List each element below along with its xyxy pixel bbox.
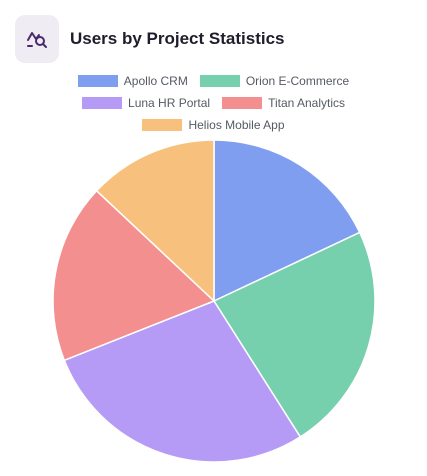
legend-swatch <box>82 97 123 109</box>
chart-header: Users by Project Statistics <box>15 15 284 63</box>
chart-search-icon <box>27 32 47 48</box>
legend-item-helios-mobile-app[interactable]: Helios Mobile App <box>142 118 285 132</box>
legend-swatch <box>222 97 263 109</box>
pie-slice-apollo-crm[interactable] <box>213 139 361 303</box>
pie-slice-luna-hr-portal[interactable] <box>63 300 302 463</box>
legend-label: Titan Analytics <box>268 96 345 110</box>
pie-slice-titan-analytics[interactable] <box>52 189 216 362</box>
legend-item-luna-hr-portal[interactable]: Luna HR Portal <box>82 96 210 110</box>
pie-slice-helios-mobile-app[interactable] <box>95 139 215 303</box>
legend-row: Luna HR Portal Titan Analytics <box>0 92 427 114</box>
legend-item-apollo-crm[interactable]: Apollo CRM <box>77 74 188 88</box>
legend-label: Orion E-Commerce <box>245 74 350 88</box>
legend-item-orion-e-commerce[interactable]: Orion E-Commerce <box>199 74 350 88</box>
legend-label: Apollo CRM <box>123 74 188 88</box>
chart-legend: Apollo CRM Orion E-Commerce Luna HR Port… <box>0 70 427 136</box>
legend-label: Luna HR Portal <box>128 96 211 110</box>
legend-item-titan-analytics[interactable]: Titan Analytics <box>222 96 345 110</box>
chart-title: Users by Project Statistics <box>70 29 285 48</box>
legend-swatch <box>142 119 183 131</box>
legend-label: Helios Mobile App <box>188 118 285 132</box>
pie-slice-orion-e-commerce[interactable] <box>212 231 376 438</box>
legend-row: Apollo CRM Orion E-Commerce <box>0 70 427 92</box>
chart-icon-box <box>15 15 59 63</box>
legend-swatch <box>77 75 118 87</box>
legend-swatch <box>199 75 240 87</box>
legend-row: Helios Mobile App <box>0 114 427 136</box>
